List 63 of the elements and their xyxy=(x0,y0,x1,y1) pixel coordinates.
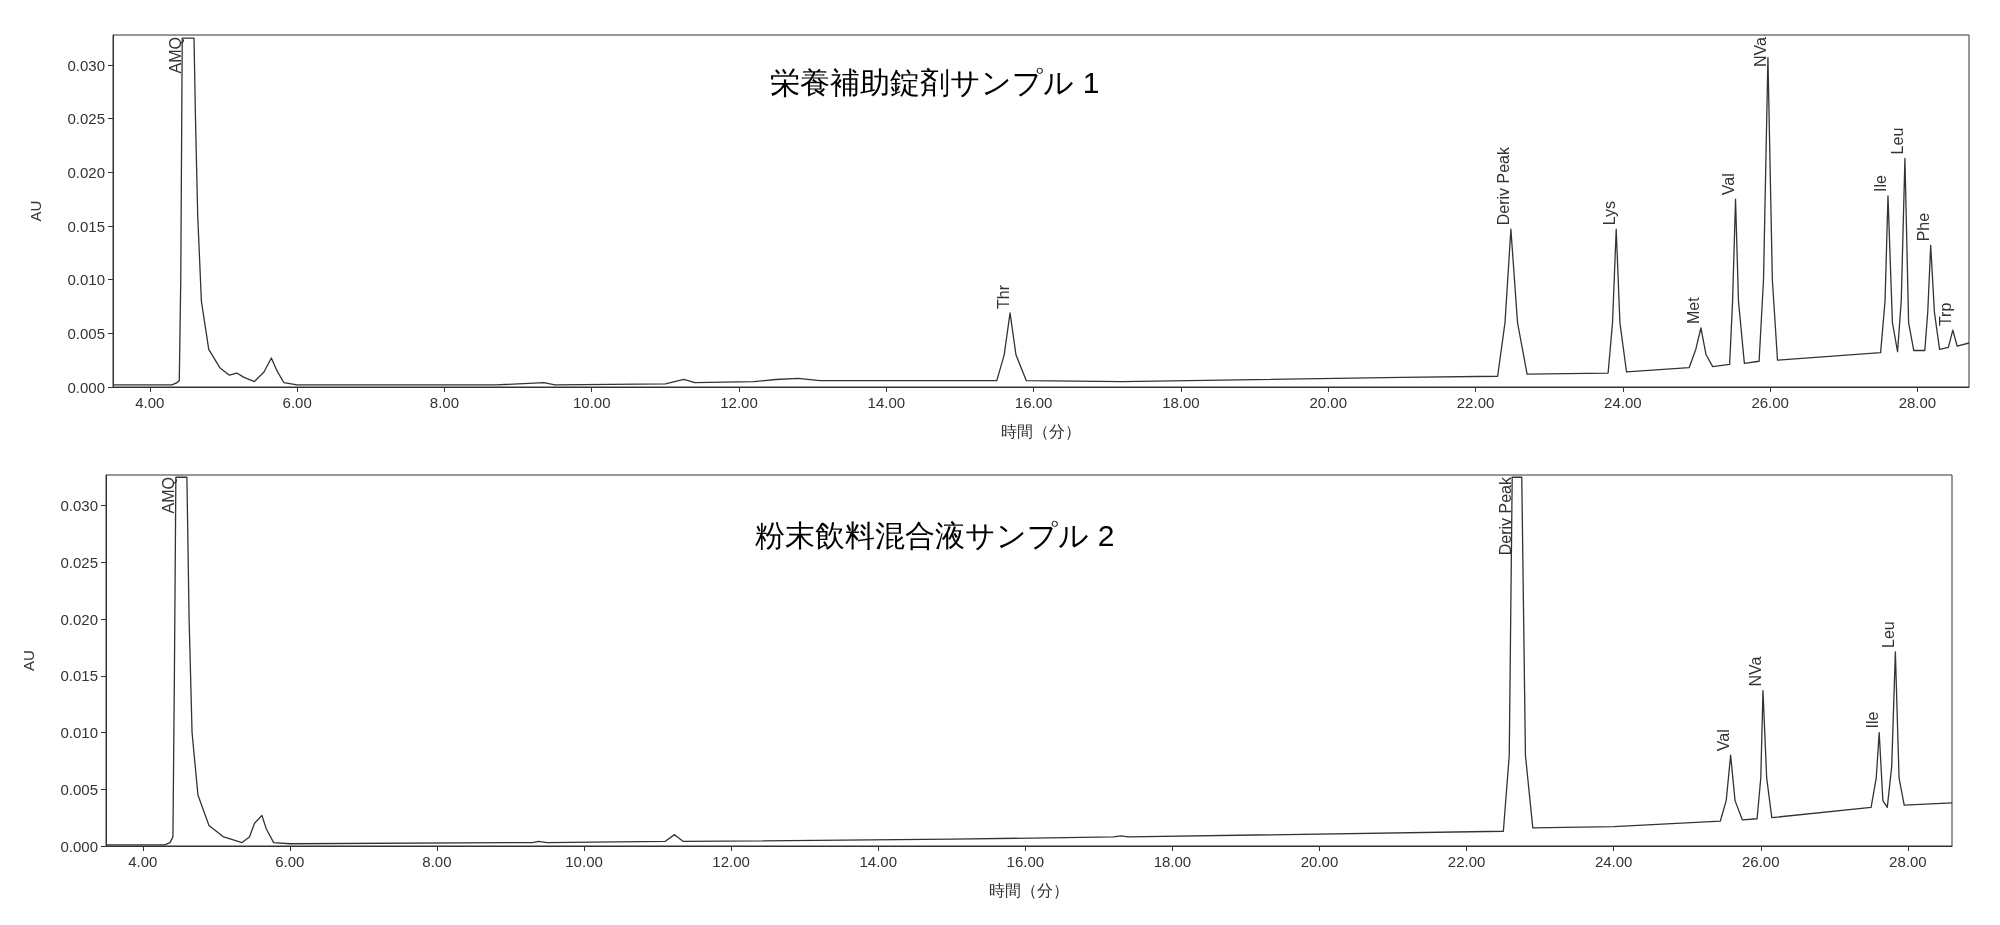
x-tick-label: 22.00 xyxy=(1456,394,1495,411)
x-tick-label: 20.00 xyxy=(1300,853,1339,870)
annotation: Leu xyxy=(1889,127,1907,155)
annotation: AMQ xyxy=(166,37,184,74)
y-axis-title: AU xyxy=(27,200,44,222)
annotation: Met xyxy=(1685,296,1703,324)
annotation: Thr xyxy=(994,284,1012,309)
x-tick-label: 18.00 xyxy=(1162,394,1200,411)
x-axis-title: 時間（分） xyxy=(989,881,1069,899)
y-tick-label: 0.000 xyxy=(60,837,98,855)
x-tick-label: 28.00 xyxy=(1889,853,1927,870)
annotation: Val xyxy=(1720,173,1738,196)
annotation: NVa xyxy=(1752,36,1770,67)
x-tick-label: 12.00 xyxy=(712,853,750,870)
y-tick-label: 0.015 xyxy=(67,217,105,235)
x-tick-label: 24.00 xyxy=(1604,394,1642,411)
x-tick-label: 28.00 xyxy=(1898,394,1937,411)
annotation: NVa xyxy=(1747,656,1765,687)
x-tick-label: 18.00 xyxy=(1153,853,1192,870)
y-tick-label: 0.025 xyxy=(67,110,105,128)
text: 栄養補助錠剤サンプル 1 xyxy=(770,65,1100,99)
x-tick-label: 14.00 xyxy=(867,394,906,411)
y-tick-label: 0.015 xyxy=(60,667,98,685)
annotation: AMQ xyxy=(160,477,178,514)
annotation: Ile xyxy=(1863,711,1881,729)
annotation: Val xyxy=(1715,729,1733,752)
y-tick-label: 0.020 xyxy=(60,610,98,628)
x-tick-label: 8.00 xyxy=(429,394,460,411)
annotation: Ile xyxy=(1872,174,1890,192)
x-tick-label: 4.00 xyxy=(128,853,158,870)
y-tick-label: 0.020 xyxy=(67,163,105,181)
annotation: Deriv Peak xyxy=(1496,476,1514,556)
x-tick-label: 12.00 xyxy=(720,394,758,411)
y-tick-label: 0.010 xyxy=(67,271,105,289)
x-tick-label: 14.00 xyxy=(859,853,897,870)
x-tick-label: 26.00 xyxy=(1751,394,1789,411)
x-tick-label: 16.00 xyxy=(1006,853,1045,870)
annotation: Leu xyxy=(1879,621,1897,648)
annotation: Trp xyxy=(1937,302,1955,327)
y-tick-label: 0.010 xyxy=(60,724,98,742)
x-tick-label: 4.00 xyxy=(135,394,165,411)
y-tick-label: 0.025 xyxy=(60,553,98,571)
x-tick-label: 10.00 xyxy=(565,853,603,870)
x-tick-label: 8.00 xyxy=(422,853,452,870)
y-tick-label: 0.005 xyxy=(67,324,105,342)
x-tick-label: 22.00 xyxy=(1447,853,1486,870)
y-tick-label: 0.030 xyxy=(67,56,105,74)
x-tick-label: 20.00 xyxy=(1309,394,1348,411)
y-tick-label: 0.000 xyxy=(67,378,105,396)
text: 粉末飲料混合液サンプル 2 xyxy=(755,518,1115,552)
x-tick-label: 6.00 xyxy=(282,394,312,411)
x-tick-label: 10.00 xyxy=(572,394,611,411)
annotation: Lys xyxy=(1600,200,1618,226)
x-tick-label: 26.00 xyxy=(1742,853,1780,870)
annotation: Phe xyxy=(1915,212,1933,242)
y-tick-label: 0.005 xyxy=(60,780,98,798)
x-axis-title: 時間（分） xyxy=(1001,422,1081,440)
x-tick-label: 16.00 xyxy=(1014,394,1053,411)
y-tick-label: 0.030 xyxy=(60,497,98,515)
y-axis-title: AU xyxy=(20,650,37,671)
annotation: Deriv Peak xyxy=(1495,145,1513,226)
x-tick-label: 24.00 xyxy=(1594,853,1633,870)
x-tick-label: 6.00 xyxy=(275,853,305,870)
